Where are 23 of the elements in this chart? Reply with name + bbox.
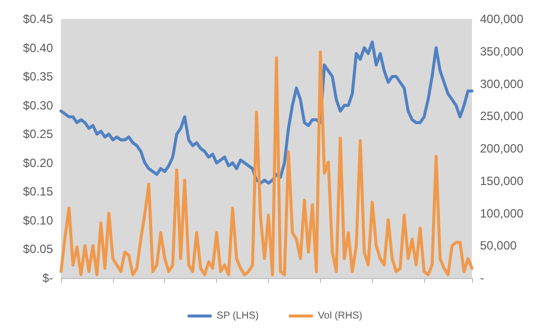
y-tick-label: $0.25 [22,127,54,142]
y-tick-label: $0.15 [22,184,54,199]
y2-tick-label: 100,000 [480,206,524,220]
y2-tick-label: 250,000 [480,109,524,124]
y-tick-label: $0.35 [22,70,54,84]
y-tick-label: $- [42,271,53,285]
y-tick-label: $0.10 [22,213,54,228]
y2-tick-label: - [480,271,484,285]
y-tick-label: $0.40 [22,40,54,55]
y-tick-label: $0.30 [22,98,54,112]
y2-tick-label: 150,000 [480,174,524,188]
y-tick-label: $0.45 [22,12,54,26]
line-series [60,40,474,185]
y2-tick-label: 300,000 [480,76,524,91]
y2-tick-label: 350,000 [480,44,524,58]
y-tick-label: $0.05 [22,242,54,256]
y2-tick-label: 200,000 [480,142,524,156]
y-tick-label: $0.20 [22,156,54,170]
line-series [60,50,474,276]
legend-label: SP (LHS) [216,310,259,322]
y2-tick-label: 50,000 [480,238,518,253]
legend-label: Vol (RHS) [318,310,362,322]
y2-tick-label: 400,000 [480,12,524,26]
